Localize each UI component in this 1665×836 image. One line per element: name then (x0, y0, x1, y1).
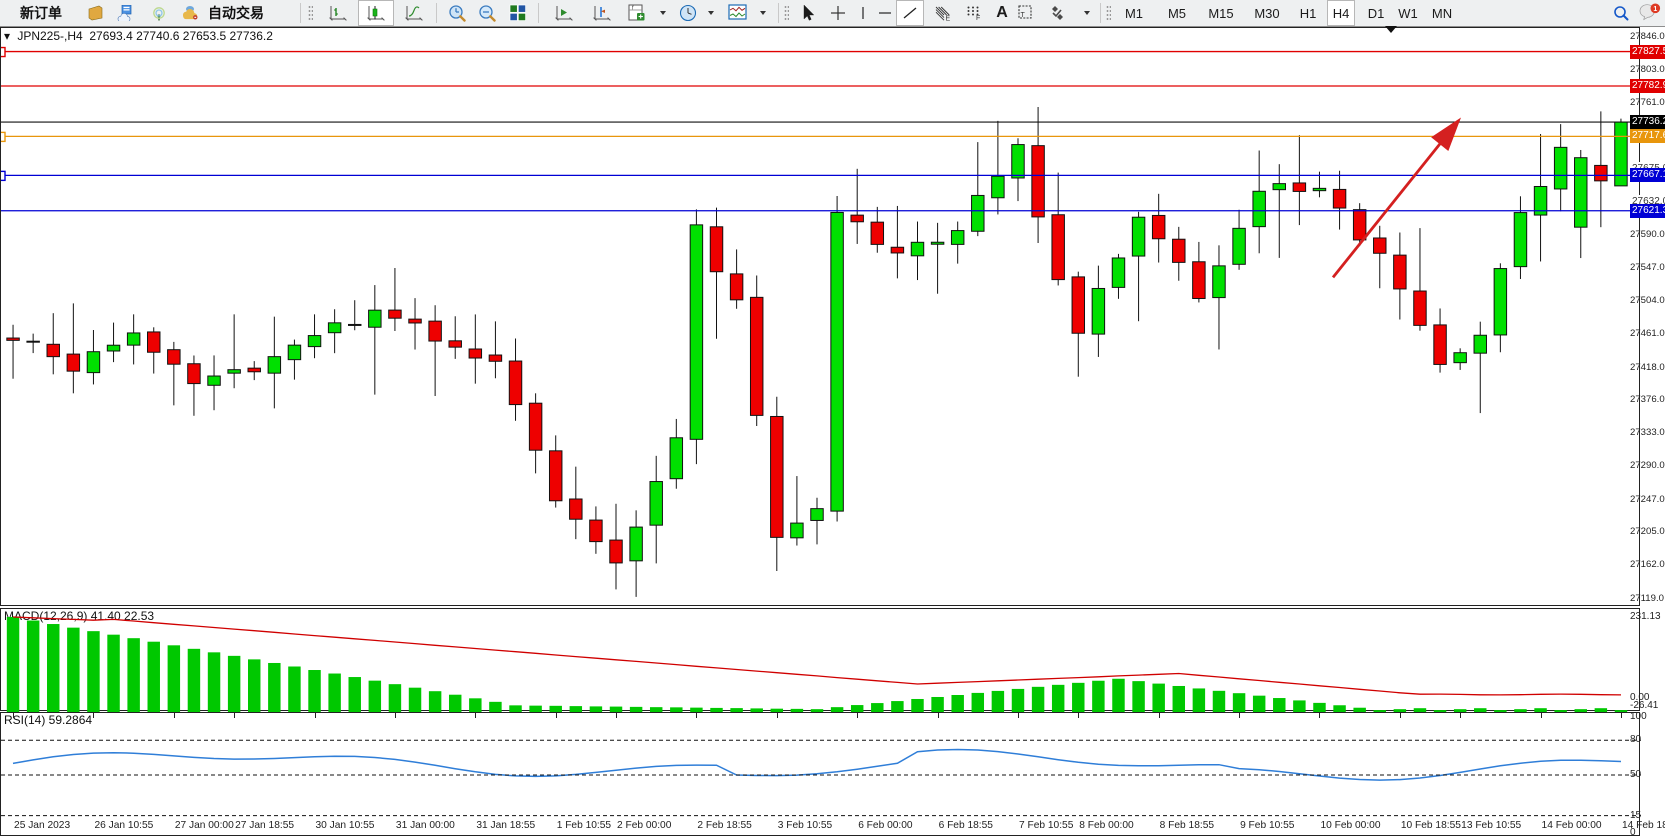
svg-text:E: E (946, 16, 951, 22)
svg-text:F: F (976, 15, 980, 20)
svg-text:T: T (1021, 12, 1026, 19)
svg-text:1: 1 (1653, 6, 1657, 13)
